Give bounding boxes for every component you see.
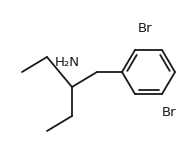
Text: Br: Br: [162, 105, 177, 118]
Text: Br: Br: [138, 22, 153, 34]
Text: H₂N: H₂N: [55, 55, 80, 69]
